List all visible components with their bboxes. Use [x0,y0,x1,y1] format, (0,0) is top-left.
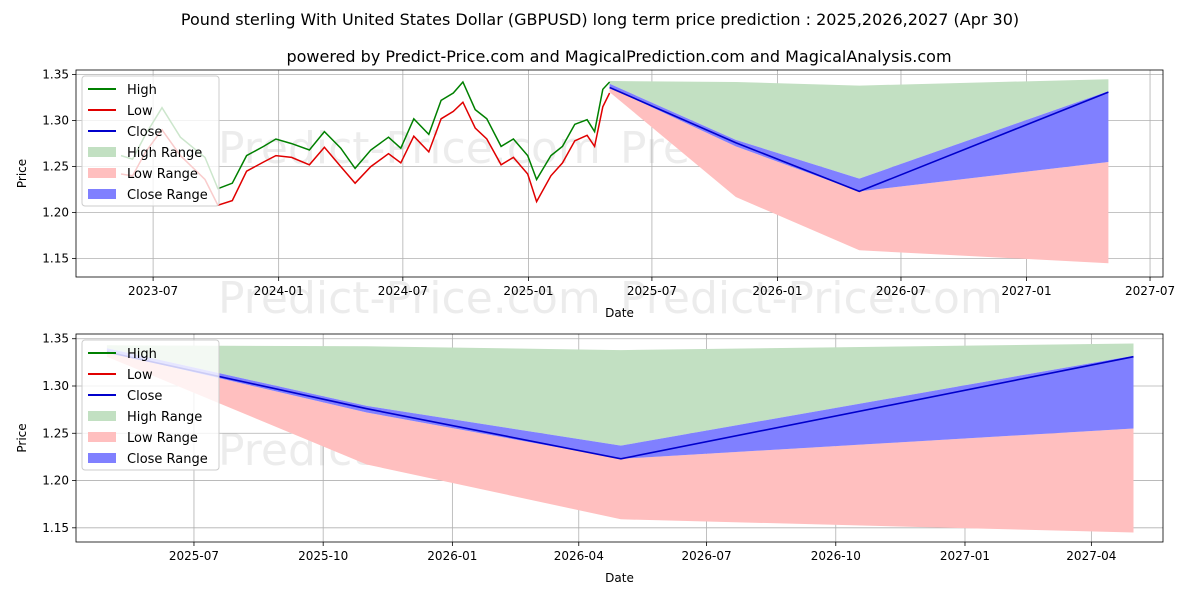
y-tick-label: 1.25 [42,426,69,440]
y-tick-label: 1.15 [42,252,69,266]
legend-swatch-close-range [88,453,116,463]
x-tick-label: 2026-01 [752,284,802,298]
bottom-panel: Predict-Price.comPredict-Price.com2025-0… [15,332,1164,585]
y-tick-label: 1.30 [42,114,69,128]
legend-label-low-range: Low Range [127,167,198,182]
close-line [609,86,1109,193]
x-tick-label: 2026-04 [554,549,604,563]
plot-frame [75,69,1164,278]
legend-label-high-range: High Range [127,410,202,425]
chart-subtitle: powered by Predict-Price.com and Magical… [286,47,951,66]
legend-swatch-high-range [88,147,116,157]
close-range-area [609,83,1109,192]
y-tick-label: 1.30 [42,379,69,393]
legend-label-high: High [127,347,157,362]
watermark-text: Predict-Price.com [620,273,1003,324]
x-tick-label: 2026-07 [876,284,926,298]
x-tick-label: 2024-07 [378,284,428,298]
legend-label-low-range: Low Range [127,431,198,446]
x-axis-label: Date [605,571,634,585]
legend-label-low: Low [127,104,153,119]
legend-label-close: Close [127,125,162,140]
legend-swatch-low-range [88,168,116,178]
legend-label-close-range: Close Range [127,452,208,467]
legend-box [81,75,220,207]
y-tick-label: 1.15 [42,521,69,535]
y-tick-label: 1.35 [42,332,69,346]
close-line [106,351,1134,460]
y-axis-label: Price [15,159,29,188]
x-tick-label: 2027-01 [1001,284,1051,298]
y-tick-label: 1.25 [42,160,69,174]
legend-swatch-high-range [88,411,116,421]
x-tick-label: 2025-10 [298,549,348,563]
x-tick-label: 2025-07 [169,549,219,563]
chart-title: Pound sterling With United States Dollar… [181,10,1019,29]
watermark-text: Predict-Price.com [218,123,601,174]
y-tick-label: 1.20 [42,474,69,488]
legend-label-close-range: Close Range [127,188,208,203]
high-range-area [106,343,1134,446]
x-tick-label: 2027-04 [1066,549,1116,563]
high-range-area [609,79,1109,179]
y-axis-label: Price [15,423,29,452]
plot-frame [75,333,1164,543]
x-tick-label: 2025-01 [503,284,553,298]
low-range-area [106,352,1134,533]
top-panel: Predict-Price.com Predict-Price.com Predic… [15,68,1175,324]
legend-label-close: Close [127,389,162,404]
legend-label-high-range: High Range [127,146,202,161]
x-tick-label: 2027-07 [1125,284,1175,298]
x-tick-label: 2023-07 [128,284,178,298]
low-range-area [609,87,1109,264]
x-tick-label: 2026-01 [427,549,477,563]
close-range-area [106,348,1134,459]
x-tick-label: 2025-07 [627,284,677,298]
watermark-text: Predict-Price.com [218,273,601,324]
legend-swatch-low-range [88,432,116,442]
y-tick-label: 1.35 [42,68,69,82]
legend-box [81,339,220,471]
x-tick-label: 2026-10 [811,549,861,563]
y-tick-label: 1.20 [42,206,69,220]
legend-label-high: High [127,83,157,98]
x-tick-label: 2026-07 [682,549,732,563]
x-axis-label: Date [605,306,634,320]
legend-swatch-close-range [88,189,116,199]
legend-label-low: Low [127,368,153,383]
x-tick-label: 2027-01 [940,549,990,563]
x-tick-label: 2024-01 [254,284,304,298]
